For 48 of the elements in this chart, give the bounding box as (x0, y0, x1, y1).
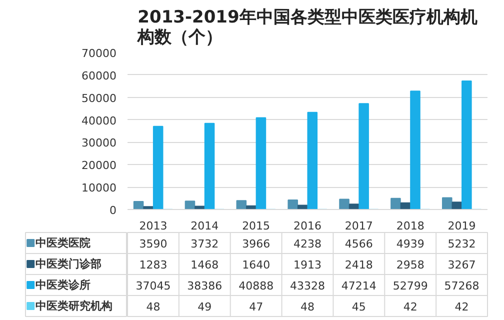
y-tick-label: 20000 (82, 159, 117, 172)
data-label: 48 (146, 300, 160, 314)
data-label: 52799 (392, 280, 428, 292)
data-label: 4238 (294, 238, 322, 250)
data-label: 48 (300, 300, 314, 314)
data-label: 43328 (290, 280, 326, 292)
data-label: 4566 (344, 238, 373, 250)
data-label: 2958 (396, 258, 424, 272)
data-label: 45 (352, 300, 366, 314)
legend-label: 中医类医院 (36, 236, 91, 250)
legend-label: 中医类诊所 (36, 278, 91, 292)
x-tick-label: 2016 (294, 220, 322, 232)
x-tick-label: 2014 (190, 220, 219, 232)
data-label: 3732 (190, 238, 219, 250)
data-label: 3966 (242, 238, 270, 250)
chart-title: 2013-2019年中国各类型中医类医疗机构机构数（个） (136, 8, 478, 48)
y-tick-label: 0 (110, 204, 116, 217)
data-label: 47 (249, 300, 264, 314)
x-tick-label: 2017 (344, 220, 373, 232)
data-label: 57268 (444, 280, 480, 292)
y-tick-label: 60000 (82, 69, 117, 82)
data-label: 49 (198, 300, 212, 314)
legend-label: 中医类门诊部 (36, 258, 102, 270)
y-tick-label: 10000 (82, 182, 117, 195)
y-tick-label: 50000 (82, 92, 117, 105)
x-tick-label: 2019 (448, 220, 476, 232)
data-label: 3267 (448, 258, 476, 272)
data-label: 37045 (136, 280, 171, 292)
legend-label: 中医类研究机构 (36, 300, 113, 312)
data-label: 1283 (139, 258, 168, 272)
data-label: 3590 (139, 238, 168, 250)
y-tick-label: 30000 (82, 136, 117, 150)
x-tick-label: 2013 (139, 220, 168, 232)
y-tick-label: 40000 (82, 114, 117, 128)
data-label: 38386 (187, 280, 222, 292)
data-label: 2418 (344, 258, 373, 272)
data-label: 42 (403, 300, 418, 314)
data-label: 5232 (448, 238, 476, 250)
data-label: 4939 (396, 238, 424, 250)
y-tick-label: 70000 (82, 47, 117, 60)
data-label: 1640 (242, 258, 270, 272)
data-label: 1913 (294, 258, 322, 272)
data-label: 1468 (190, 258, 219, 272)
x-tick-label: 2015 (242, 220, 270, 232)
x-tick-label: 2018 (396, 220, 424, 232)
data-label: 47214 (341, 280, 376, 292)
data-label: 42 (454, 300, 469, 314)
data-label: 40888 (238, 280, 274, 292)
